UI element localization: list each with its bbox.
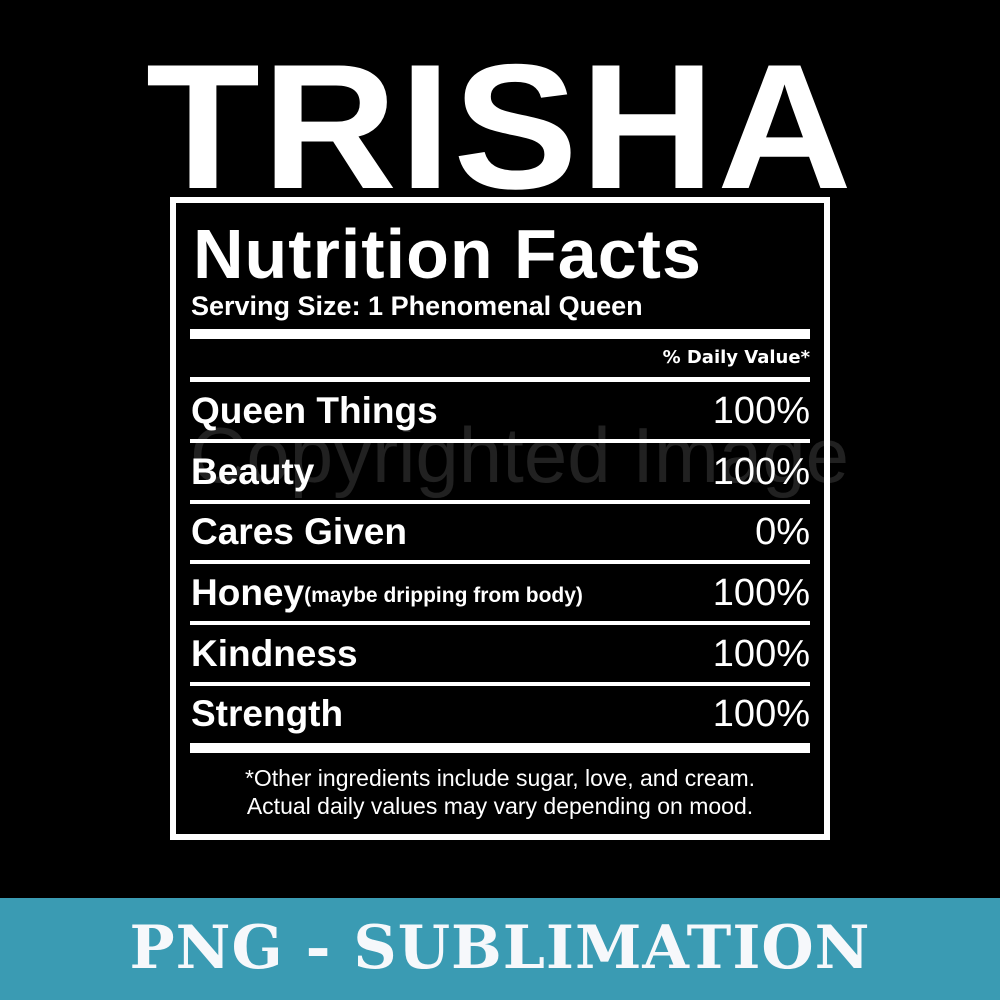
- divider: [190, 682, 810, 686]
- divider: [190, 377, 810, 382]
- row-value: 100%: [712, 390, 810, 432]
- row-name: Cares Given: [191, 511, 407, 552]
- row-value: 100%: [712, 693, 810, 735]
- thick-divider: [190, 329, 810, 339]
- row-name: Kindness: [191, 633, 358, 674]
- row-note: (maybe dripping from body): [304, 584, 583, 607]
- row-name: Queen Things: [191, 390, 438, 431]
- row-value: 0%: [755, 511, 810, 553]
- banner-text: PNG - SUBLIMATION: [129, 913, 871, 983]
- watermark: Copyrighted Image: [190, 411, 850, 499]
- thick-divider: [190, 743, 810, 753]
- row-name: Honey: [191, 572, 305, 613]
- divider: [190, 439, 810, 443]
- footnote: Actual daily values may vary depending o…: [246, 793, 754, 819]
- banner: [0, 898, 1000, 1000]
- row-name: Strength: [191, 693, 344, 734]
- row-value: 100%: [712, 451, 810, 493]
- row-value: 100%: [712, 572, 810, 614]
- name-heading: TRISHA: [145, 27, 855, 226]
- footnote: *Other ingredients include sugar, love, …: [244, 765, 756, 791]
- divider: [190, 621, 810, 625]
- row-name: Beauty: [191, 451, 315, 492]
- divider: [190, 500, 810, 504]
- nutrition-label-frame: [170, 197, 830, 840]
- divider: [190, 560, 810, 564]
- row-name-with-note: Honey(maybe dripping from body): [191, 571, 583, 618]
- label-title: Nutrition Facts: [193, 215, 702, 293]
- row-value: 100%: [712, 633, 810, 675]
- daily-value-header: % Daily Value*: [662, 347, 810, 368]
- serving-size: Serving Size: 1 Phenomenal Queen: [191, 291, 643, 321]
